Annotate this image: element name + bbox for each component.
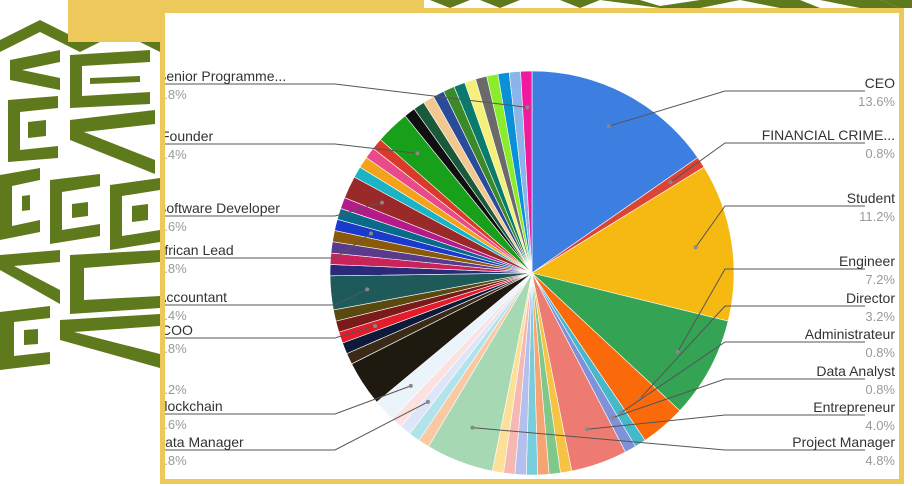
pct-student: 11.2%: [859, 209, 895, 224]
label-senior-programme: Senior Programme...: [165, 68, 286, 84]
leader-line-right-7: [587, 414, 865, 430]
label-african-lead: African Lead: [165, 242, 234, 258]
pie-slice-student: [531, 166, 735, 322]
leader-dot-left-0: [525, 105, 530, 110]
leader-dot-right-6: [610, 415, 615, 420]
leader-dot-right-8: [470, 425, 475, 430]
pie-chart: CEO 13.6% FINANCIAL CRIME... 0.8% Studen…: [165, 68, 896, 476]
pct-unnamed: 3.2%: [165, 382, 187, 397]
leader-dot-right-7: [585, 427, 590, 432]
leader-dot-right-1: [668, 180, 673, 185]
leader-dot-left-4: [365, 287, 370, 292]
leader-line-right-0: [608, 90, 865, 127]
leader-dot-right-5: [618, 410, 623, 415]
leader-dot-left-3: [369, 231, 374, 236]
leader-line-left-8: [165, 401, 429, 451]
leader-dot-left-2: [380, 200, 384, 205]
leader-lines: [165, 83, 865, 451]
pct-data-analyst: 0.8%: [865, 382, 895, 397]
right-labels: CEO 13.6% FINANCIAL CRIME... 0.8% Studen…: [762, 75, 896, 468]
leader-line-left-3: [165, 233, 372, 259]
pct-founder: 2.4%: [165, 147, 187, 162]
pct-accountant: 2.4%: [165, 308, 187, 323]
label-ceo: CEO: [865, 75, 895, 91]
pct-engineer: 7.2%: [865, 272, 895, 287]
pct-coo: 0.8%: [165, 341, 187, 356]
leader-line-right-6: [612, 378, 865, 419]
label-administrateur: Administrateur: [805, 326, 896, 342]
pct-financial-crime: 0.8%: [865, 146, 895, 161]
leader-line-right-1: [670, 142, 865, 183]
leader-line-left-4: [165, 288, 368, 306]
label-software-developer: Software Developer: [165, 200, 280, 216]
leader-line-left-2: [165, 202, 383, 217]
label-data-manager: Data Manager: [165, 434, 244, 450]
leader-dot-right-3: [675, 349, 680, 354]
leader-line-right-5: [620, 341, 865, 414]
pct-director: 3.2%: [865, 309, 895, 324]
pct-senior-programme: 0.8%: [165, 87, 187, 102]
pct-blockchain: 1.6%: [165, 417, 187, 432]
label-engineer: Engineer: [839, 253, 895, 269]
leader-line-left-7: [165, 385, 411, 415]
leader-dot-left-1: [415, 151, 420, 156]
leader-dot-right-4: [637, 396, 642, 401]
pie-slice-ceo: [531, 70, 699, 274]
left-labels: Senior Programme... 0.8% Founder 2.4% So…: [165, 68, 286, 468]
leader-dot-right-2: [693, 245, 698, 250]
label-student: Student: [847, 190, 895, 206]
leader-dot-right-0: [606, 124, 611, 129]
pct-african-lead: 0.8%: [165, 261, 187, 276]
label-financial-crime: FINANCIAL CRIME...: [762, 127, 895, 143]
leader-line-left-0: [165, 83, 528, 108]
chart-frame: CEO 13.6% FINANCIAL CRIME... 0.8% Studen…: [160, 8, 904, 484]
label-entrepreneur: Entrepreneur: [813, 399, 895, 415]
leader-line-right-8: [472, 427, 865, 451]
label-coo: COO: [165, 322, 193, 338]
pct-project-manager: 4.8%: [865, 453, 895, 468]
leader-dot-left-5: [373, 324, 378, 328]
label-director: Director: [846, 290, 895, 306]
label-project-manager: Project Manager: [792, 434, 895, 450]
label-founder: Founder: [165, 128, 213, 144]
leader-dot-left-7: [408, 383, 413, 388]
label-data-analyst: Data Analyst: [816, 363, 895, 379]
pie-slice-senior-programme: [520, 70, 533, 274]
leader-line-left-1: [165, 143, 418, 154]
pct-administrateur: 0.8%: [865, 345, 895, 360]
leader-line-right-4: [639, 305, 865, 400]
pie-slices: [329, 70, 735, 476]
leader-line-right-2: [695, 205, 865, 248]
label-accountant: Accountant: [165, 289, 227, 305]
pct-entrepreneur: 4.0%: [865, 418, 895, 433]
pct-data-manager: 0.8%: [165, 453, 187, 468]
label-blockchain: Blockchain: [165, 398, 223, 414]
leader-line-right-3: [677, 268, 865, 352]
pie-slice-engineer: [530, 272, 729, 412]
leader-dot-left-8: [425, 399, 430, 404]
pct-ceo: 13.6%: [858, 94, 895, 109]
pct-software-developer: 1.6%: [165, 219, 187, 234]
leader-line-left-5: [165, 325, 376, 339]
